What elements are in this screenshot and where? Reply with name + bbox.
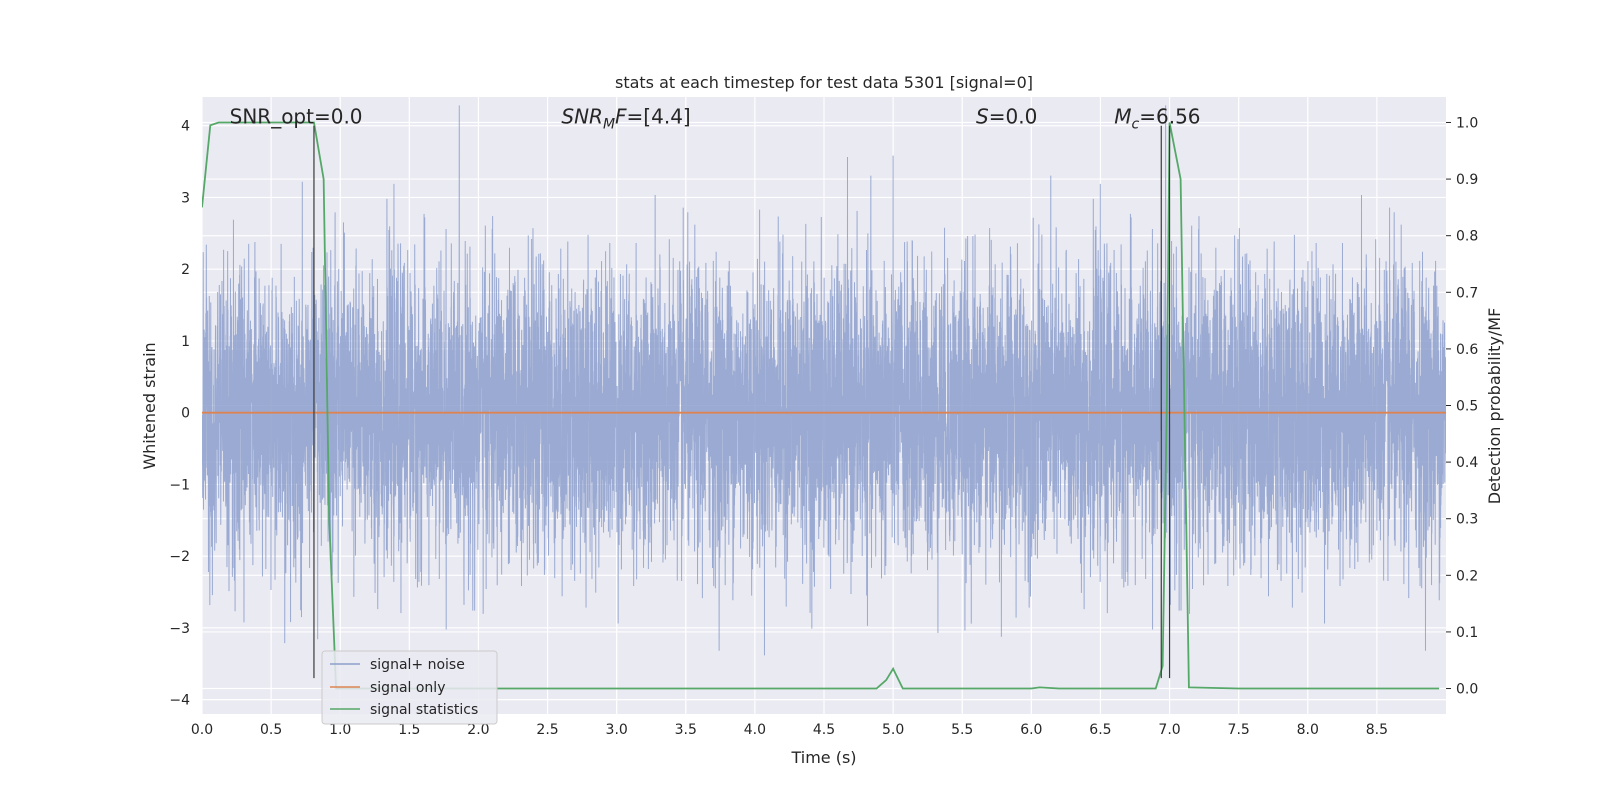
y-tick-label-left: −3 bbox=[169, 621, 190, 637]
y-tick-label-right: 0.1 bbox=[1456, 625, 1478, 641]
x-tick-label: 7.5 bbox=[1228, 722, 1250, 738]
x-tick-label: 4.5 bbox=[813, 722, 835, 738]
legend-label-signal-only: signal only bbox=[370, 680, 445, 696]
x-tick-label: 0.5 bbox=[260, 722, 282, 738]
x-tick-label: 8.0 bbox=[1297, 722, 1319, 738]
annotation-1: SNRMF=[4.4] bbox=[561, 105, 690, 133]
y-tick-label-left: 0 bbox=[181, 406, 190, 422]
y-tick-label-right: 0.7 bbox=[1456, 285, 1478, 301]
legend: signal+ noise signal only signal statist… bbox=[321, 650, 498, 725]
y-axis-label-right: Detection probability/MF bbox=[1485, 308, 1504, 505]
x-axis-label: Time (s) bbox=[790, 748, 856, 767]
x-tick-label: 5.0 bbox=[882, 722, 904, 738]
x-tick-label: 4.0 bbox=[744, 722, 766, 738]
y-tick-label-left: 2 bbox=[181, 262, 190, 278]
series-line-signal-noise bbox=[202, 105, 1446, 656]
legend-box bbox=[321, 650, 498, 725]
y-tick-label-left: 1 bbox=[181, 334, 190, 350]
y-tick-label-right: 0.3 bbox=[1456, 512, 1478, 528]
x-tick-label: 0.0 bbox=[191, 722, 213, 738]
vline-layer bbox=[313, 125, 1171, 679]
annotations: SNR_opt=0.0 SNRMF=[4.4] S=0.0 Mc=6.56 bbox=[230, 105, 1201, 133]
chart-title: stats at each timestep for test data 530… bbox=[615, 73, 1033, 92]
x-tick-label: 2.5 bbox=[536, 722, 558, 738]
y-tick-label-right: 0.6 bbox=[1456, 342, 1478, 358]
x-tick-label: 6.0 bbox=[1020, 722, 1042, 738]
x-tick-label: 5.5 bbox=[951, 722, 973, 738]
y-tick-label-right: 1.0 bbox=[1456, 115, 1478, 131]
y-tick-label-left: 3 bbox=[181, 190, 190, 206]
x-tick-label: 1.0 bbox=[329, 722, 351, 738]
x-tick-label: 7.0 bbox=[1158, 722, 1180, 738]
annotation-2: S=0.0 bbox=[976, 105, 1037, 129]
y-tick-label-left: −4 bbox=[169, 693, 190, 709]
x-tick-label: 6.5 bbox=[1089, 722, 1111, 738]
y-tick-label-left: −1 bbox=[169, 477, 190, 493]
y-tick-labels-right: 0.0 0.1 0.2 0.3 0.4 0.5 0.6 0.7 0.8 0.9 1.0 bbox=[1446, 115, 1478, 698]
y-tick-label-left: 4 bbox=[181, 119, 190, 135]
y-tick-label-right: 0.4 bbox=[1456, 455, 1478, 471]
x-tick-label: 8.5 bbox=[1366, 722, 1388, 738]
x-tick-labels: 0.0 0.5 1.0 1.5 2.0 2.5 3.0 3.5 4.0 4.5 5.0 5.5 6.0 6… bbox=[191, 722, 1388, 738]
x-tick-label: 3.5 bbox=[675, 722, 697, 738]
legend-label-signal-statistics: signal statistics bbox=[370, 702, 478, 718]
y-axis-label-left: Whitened strain bbox=[140, 342, 159, 469]
y-tick-labels-left: −4 −3 −2 −1 0 1 2 3 4 bbox=[169, 119, 190, 709]
legend-label-signal-noise: signal+ noise bbox=[370, 657, 465, 673]
y-tick-label-right: 0.9 bbox=[1456, 172, 1478, 188]
y-tick-label-right: 0.5 bbox=[1456, 399, 1478, 415]
x-tick-label: 1.5 bbox=[398, 722, 420, 738]
y-tick-label-left: −2 bbox=[169, 549, 190, 565]
y-tick-label-right: 0.2 bbox=[1456, 568, 1478, 584]
annotation-3: Mc=6.56 bbox=[1114, 105, 1200, 133]
x-tick-label: 2.0 bbox=[467, 722, 489, 738]
y-tick-label-right: 0.8 bbox=[1456, 229, 1478, 245]
x-tick-label: 3.0 bbox=[606, 722, 628, 738]
y-tick-label-right: 0.0 bbox=[1456, 682, 1478, 698]
annotation-0: SNR_opt=0.0 bbox=[230, 105, 363, 129]
